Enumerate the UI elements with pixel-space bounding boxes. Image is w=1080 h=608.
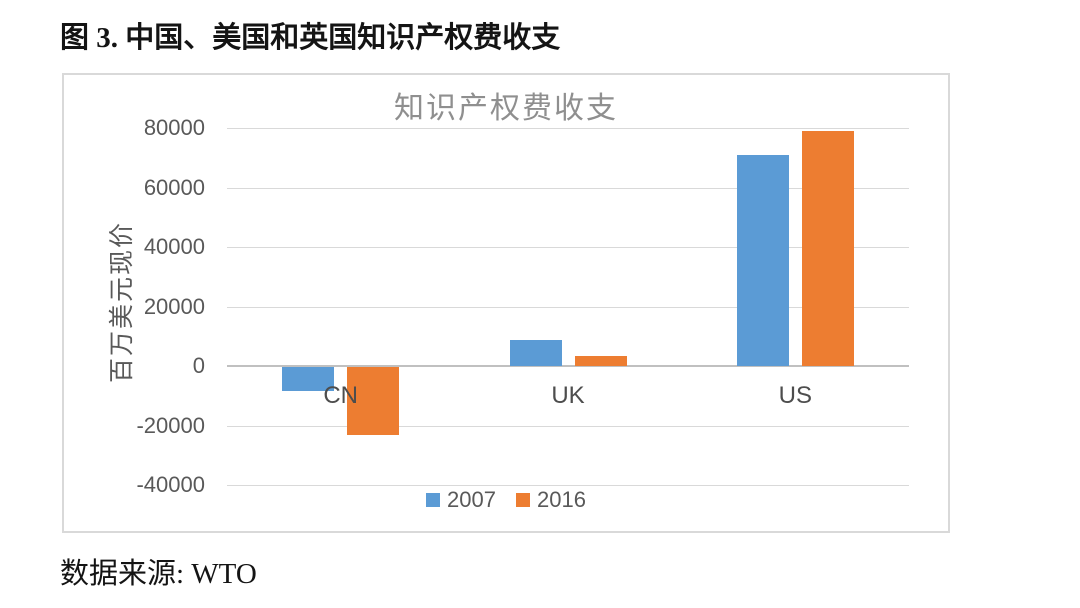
bar-cn-2016 (347, 367, 400, 436)
x-category-label-uk: UK (551, 382, 585, 409)
gridline (227, 425, 909, 427)
y-tick-label: -20000 (136, 412, 205, 438)
y-tick-label: 40000 (143, 234, 205, 259)
bar-us-2016 (801, 130, 854, 366)
legend-item-2016: 2016 (516, 487, 586, 513)
bar-uk-2016 (574, 355, 627, 366)
chart: 知识产权费收支 百万美元现价 80000 60000 40000 20000 0 -200… (62, 73, 950, 533)
figure-title: 图 3. 中国、美国和英国知识产权费收支 (60, 22, 561, 54)
legend-label: 2007 (447, 487, 496, 512)
bar-uk-2007 (509, 339, 562, 366)
bar-cn-2007 (282, 367, 335, 391)
y-tick-label: 20000 (143, 293, 205, 319)
x-category-label-cn: CN (323, 382, 358, 409)
gridline (227, 128, 909, 129)
legend-swatch-icon (426, 493, 441, 507)
y-tick-label: -40000 (136, 472, 205, 497)
gridline (227, 485, 909, 486)
legend-label: 2016 (537, 487, 586, 512)
legend-swatch-icon (516, 493, 530, 507)
chart-title: 知识产权费收支 (394, 92, 618, 125)
gridline (227, 306, 909, 308)
chart-legend: 2007 2016 (64, 487, 948, 513)
legend-item-2007: 2007 (426, 487, 496, 513)
data-source-note: 数据来源: WTO (60, 558, 257, 590)
bar-us-2007 (736, 154, 789, 366)
x-category-label-us: US (778, 382, 812, 409)
y-tick-label: 0 (192, 353, 205, 378)
x-axis-zero-line (227, 365, 909, 367)
gridline (227, 187, 909, 189)
y-tick-label: 80000 (143, 115, 205, 140)
gridline (227, 247, 909, 248)
y-tick-label: 60000 (143, 174, 205, 200)
